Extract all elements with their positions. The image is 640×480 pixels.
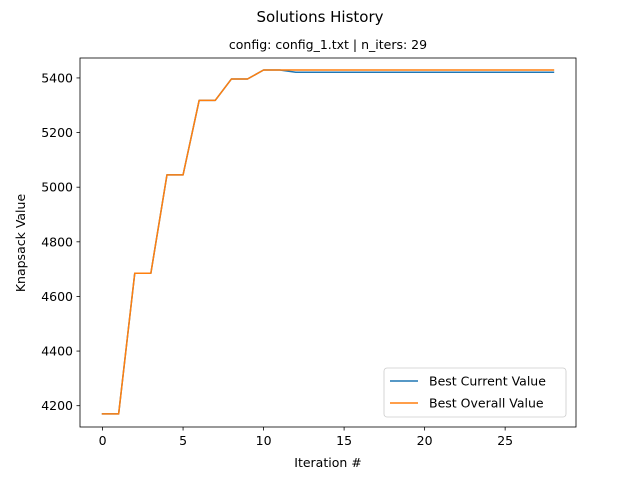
legend-label-1: Best Current Value bbox=[429, 374, 546, 389]
y-tick-label: 5400 bbox=[41, 70, 73, 85]
axes-frame bbox=[79, 57, 577, 428]
plot-area: 0 5 10 15 20 25 4200 4400 4600 4800 5000 5200 5400 Be… bbox=[41, 57, 577, 448]
x-tick-label: 5 bbox=[179, 433, 187, 448]
series-line-1 bbox=[101, 69, 555, 415]
x-tick-label: 10 bbox=[256, 433, 272, 448]
y-tick-label: 4200 bbox=[41, 398, 73, 413]
x-tick-label: 20 bbox=[417, 433, 433, 448]
y-tick-label: 4400 bbox=[41, 344, 73, 359]
y-tick-label: 4800 bbox=[41, 234, 73, 249]
x-tick-label: 25 bbox=[497, 433, 513, 448]
x-tick-label: 15 bbox=[336, 433, 352, 448]
x-tick-label: 0 bbox=[99, 433, 107, 448]
y-tick-label: 4600 bbox=[41, 289, 73, 304]
y-tick-label: 5200 bbox=[41, 125, 73, 140]
legend-label-2: Best Overall Value bbox=[429, 396, 544, 411]
legend-box bbox=[383, 367, 567, 418]
y-axis-label: Knapsack Value bbox=[13, 194, 28, 293]
x-axis-label: Iteration # bbox=[294, 455, 361, 470]
series-line-2 bbox=[101, 69, 555, 415]
chart-title: Solutions History bbox=[256, 8, 383, 26]
y-tick-label: 5000 bbox=[41, 180, 73, 195]
chart-subtitle: config: config_1.txt | n_iters: 29 bbox=[229, 37, 427, 52]
